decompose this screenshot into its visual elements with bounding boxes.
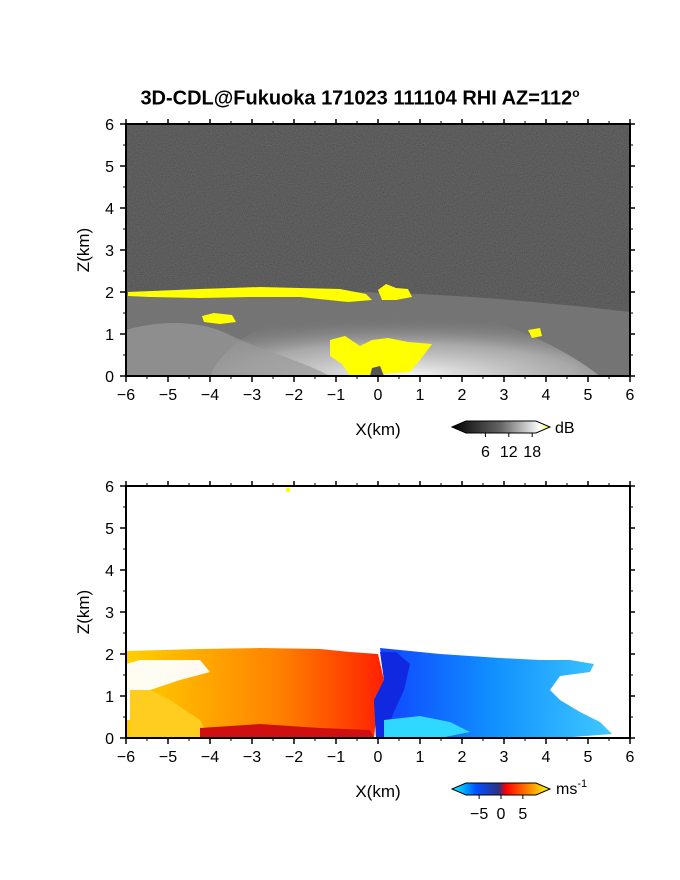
y-tick-label: 6	[105, 479, 114, 496]
snr-colorbar-unit: dB	[555, 420, 575, 437]
velocity-xlabel: X(km)	[355, 782, 400, 801]
y-tick-label: 2	[105, 647, 114, 664]
x-tick-label: −2	[285, 387, 303, 404]
x-tick-label: 3	[500, 387, 509, 404]
y-tick-label: 1	[105, 327, 114, 344]
y-tick-label: 0	[105, 369, 114, 386]
velocity-panel	[126, 486, 630, 738]
snr-colorbar-bar	[450, 420, 552, 434]
snr-colorbar-ticks: 6 12 18	[481, 433, 541, 461]
snr-yellow-cap	[378, 284, 412, 300]
x-tick-label: −5	[159, 387, 177, 404]
colorbar-tick-label: 0	[497, 806, 506, 823]
colorbar-tick-label: 18	[523, 444, 541, 461]
snr-ylabel: Z(km)	[74, 228, 93, 272]
snr-yellow-patch-right	[528, 328, 542, 338]
x-tick-label: 2	[458, 749, 467, 766]
y-tick-label: 4	[105, 201, 114, 218]
x-tick-label: −4	[201, 387, 219, 404]
snr-yellow-near-lidar	[330, 336, 432, 376]
y-tick-label: 1	[105, 689, 114, 706]
x-tick-label: −5	[159, 749, 177, 766]
x-tick-label: 6	[626, 387, 635, 404]
x-tick-label: 3	[500, 749, 509, 766]
x-tick-label: 6	[626, 749, 635, 766]
x-tick-label: 4	[542, 749, 551, 766]
velocity-dark-red-base	[200, 724, 374, 738]
x-tick-label: −3	[243, 387, 261, 404]
y-tick-label: 3	[105, 243, 114, 260]
velocity-axes: −6 −5 −4 −3 −2 −1 0 1 2 3 4 5 6 0 1 2 3 4 5 6	[105, 479, 635, 766]
x-tick-label: −6	[117, 749, 135, 766]
colorbar-tick-label: 6	[481, 444, 490, 461]
y-tick-label: 5	[105, 159, 114, 176]
velocity-speck	[286, 488, 290, 492]
x-tick-label: 5	[584, 749, 593, 766]
velocity-negative-core	[374, 652, 410, 738]
y-tick-label: 5	[105, 521, 114, 538]
y-tick-label: 2	[105, 285, 114, 302]
velocity-white-gap	[126, 660, 210, 720]
snr-left-lobe	[126, 323, 330, 376]
snr-yellow-layer	[128, 287, 372, 302]
colorbar-tick-label: 5	[518, 806, 527, 823]
x-tick-label: −2	[285, 749, 303, 766]
x-tick-label: 2	[458, 387, 467, 404]
colorbar-tick-label: −5	[470, 806, 488, 823]
x-tick-label: 5	[584, 387, 593, 404]
velocity-ylabel: Z(km)	[74, 590, 93, 634]
x-tick-label: −3	[243, 749, 261, 766]
velocity-colorbar-unit-base: ms	[556, 781, 577, 798]
x-tick-label: 0	[374, 387, 383, 404]
x-tick-label: 0	[374, 749, 383, 766]
snr-axes: −6 −5 −4 −3 −2 −1 0 1 2 3 4 5 6 0 1 2 3 4 5 6	[105, 117, 635, 404]
velocity-colorbar-ticks: −5 0 5	[470, 795, 527, 823]
y-tick-label: 6	[105, 117, 114, 134]
snr-xlabel: X(km)	[355, 420, 400, 439]
snr-panel	[126, 124, 630, 376]
title-text: 3D-CDL@Fukuoka 171023 111104 RHI AZ=112	[140, 87, 573, 110]
snr-dark-center	[370, 366, 384, 376]
velocity-colorbar-bar	[450, 782, 552, 796]
snr-beam-fan	[210, 302, 600, 376]
y-tick-label: 3	[105, 605, 114, 622]
x-tick-label: −6	[117, 387, 135, 404]
figure-title: 3D-CDL@Fukuoka 171023 111104 RHI AZ=112o	[0, 86, 680, 111]
snr-yellow-patch-left	[202, 313, 236, 324]
velocity-negative-region	[374, 648, 612, 738]
colorbar-tick-label: 12	[500, 444, 518, 461]
velocity-positive-left-lower	[130, 690, 210, 738]
x-tick-label: −4	[201, 749, 219, 766]
x-tick-label: 1	[416, 387, 425, 404]
x-tick-label: 1	[416, 749, 425, 766]
x-tick-label: −1	[327, 749, 345, 766]
velocity-colorbar: ms-1 −5 0 5	[450, 778, 587, 823]
title-degree: o	[572, 86, 580, 100]
x-tick-label: −1	[327, 387, 345, 404]
y-tick-label: 4	[105, 563, 114, 580]
velocity-cyan-near-lidar	[384, 716, 470, 738]
snr-colorbar: dB 6 12 18	[450, 420, 575, 461]
x-tick-label: 4	[542, 387, 551, 404]
velocity-colorbar-unit: ms-1	[556, 778, 587, 798]
velocity-colorbar-unit-exp: -1	[577, 778, 587, 790]
y-tick-label: 0	[105, 731, 114, 748]
